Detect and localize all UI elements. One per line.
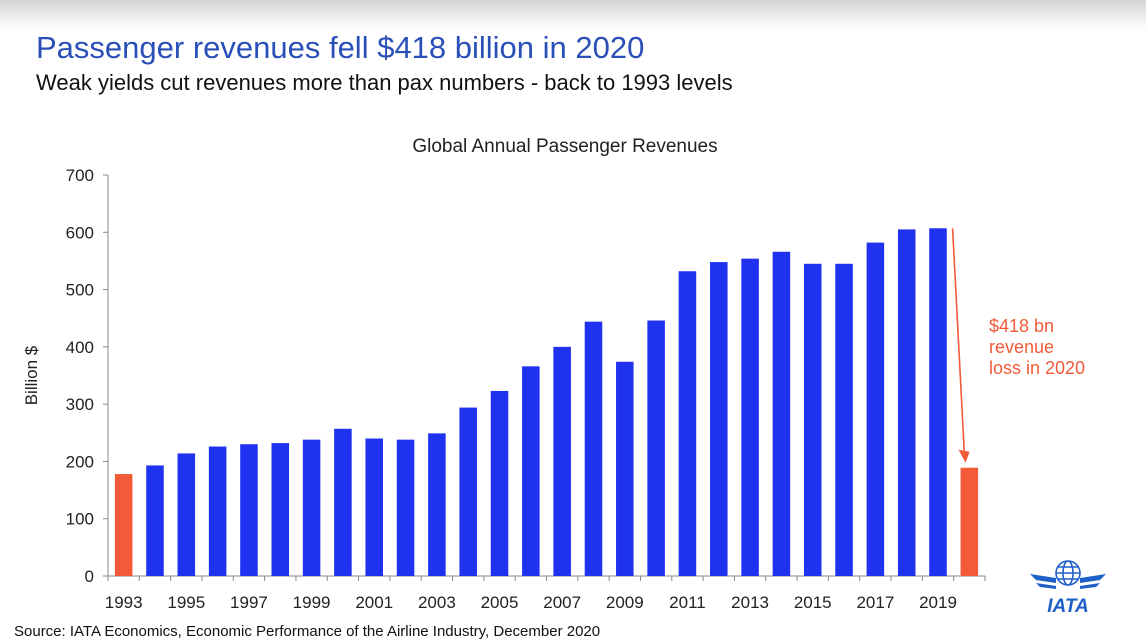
bar-2016	[835, 263, 853, 576]
y-tick-label: 700	[66, 166, 94, 185]
top-shade	[0, 0, 1146, 30]
annotation-text-line: $418 bn	[989, 316, 1054, 336]
bar-2020	[960, 467, 979, 576]
bars	[114, 228, 979, 577]
y-tick-label: 500	[66, 281, 94, 300]
annotation-text-line: revenue	[989, 337, 1054, 357]
bar-2019	[929, 228, 947, 577]
x-tick-label: 2013	[731, 593, 769, 612]
x-tick-label: 2019	[919, 593, 957, 612]
bar-2006	[522, 366, 540, 576]
x-tick-label: 2007	[543, 593, 581, 612]
bar-2007	[553, 346, 571, 576]
bar-1997	[240, 444, 258, 576]
bar-2012	[709, 262, 728, 576]
y-tick-label: 200	[66, 452, 94, 471]
bar-2003	[428, 433, 446, 576]
chart-title: Global Annual Passenger Revenues	[412, 136, 718, 157]
x-tick-label: 1993	[105, 593, 143, 612]
source-note: Source: IATA Economics, Economic Perform…	[14, 623, 601, 640]
bar-2005	[490, 390, 509, 576]
bar-1998	[271, 443, 290, 576]
x-tick-label: 2017	[856, 593, 894, 612]
bar-2010	[647, 320, 665, 576]
y-tick-label: 100	[66, 510, 94, 529]
y-tick-label: 300	[66, 395, 94, 414]
logo-text: IATA	[1047, 596, 1089, 616]
y-tick-label: 0	[85, 567, 94, 586]
globe-icon	[1055, 560, 1081, 586]
annotation-text-line: loss in 2020	[989, 358, 1085, 378]
y-tick-label: 400	[66, 338, 94, 357]
bar-2018	[897, 229, 916, 576]
bar-2017	[866, 242, 885, 576]
x-tick-label: 2005	[481, 593, 519, 612]
bar-2008	[584, 321, 603, 576]
bar-1996	[208, 446, 227, 576]
slide-subtitle: Weak yields cut revenues more than pax n…	[36, 70, 733, 95]
bar-2015	[803, 263, 822, 576]
bar-2004	[459, 407, 477, 576]
x-tick-label: 2001	[355, 593, 393, 612]
slide-title: Passenger revenues fell $418 billion in …	[36, 30, 645, 65]
x-tick-label: 2009	[606, 593, 644, 612]
x-axis: 1993 1995 1997 1999 2001 2003 2005 2007 2009 2011…	[105, 575, 986, 612]
annotation-arrow	[951, 228, 966, 458]
y-axis: 0 100 200 300 400 500 600 700 Billion $	[22, 166, 109, 586]
x-tick-label: 1999	[293, 593, 331, 612]
x-tick-label: 2015	[794, 593, 832, 612]
y-tick-label: 600	[66, 223, 94, 242]
bar-1999	[302, 439, 321, 576]
bar-1995	[177, 453, 196, 576]
bar-2000	[334, 428, 352, 576]
annotation-arrowhead	[958, 449, 970, 463]
x-tick-label: 2003	[418, 593, 456, 612]
wings-icon	[1030, 574, 1106, 589]
bar-1993	[114, 474, 133, 576]
x-tick-label: 1997	[230, 593, 268, 612]
bar-2013	[741, 258, 759, 576]
iata-logo: IATA	[1030, 560, 1106, 616]
bar-2014	[772, 251, 791, 576]
bar-2001	[365, 438, 384, 576]
bar-2011	[678, 271, 697, 576]
x-tick-label: 2011	[669, 593, 706, 612]
bar-1994	[146, 465, 164, 576]
x-tick-label: 1995	[167, 593, 205, 612]
y-axis-label: Billion $	[22, 345, 41, 405]
bar-2002	[396, 439, 415, 576]
bar-2009	[616, 361, 634, 576]
